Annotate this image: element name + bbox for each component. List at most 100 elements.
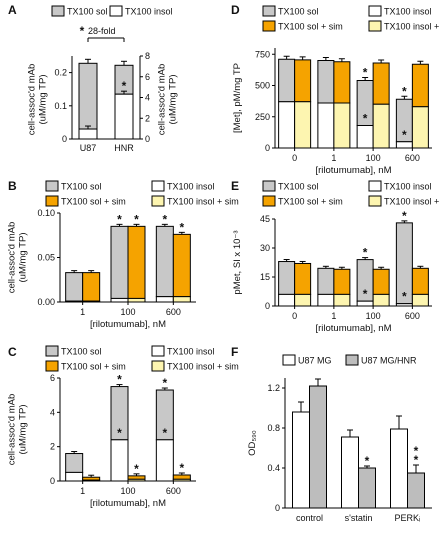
panel-a-xtick-label: HNR: [114, 143, 134, 153]
panel-a-star: *: [122, 79, 127, 93]
panel-c-xtick-label: 1: [80, 486, 85, 496]
panel-d-legend-sol-sim-swatch: [262, 20, 276, 32]
panel-e-bar-sim-sol: [333, 268, 351, 295]
panel-c-star-insol: *: [117, 426, 122, 440]
panel-b-star: *: [179, 220, 184, 234]
panel-e-star-insol: *: [363, 287, 368, 301]
panel-c-legend-sol-sim-label: TX100 sol + sim: [61, 362, 126, 372]
panel-e-bar-ctrl-sol: [317, 267, 335, 295]
panel-d-xtick-label: 0: [292, 153, 297, 163]
panel-b-bar-ctrl-sol: [110, 225, 129, 299]
panel-d-bar-sim-sol: [333, 61, 351, 104]
panel-d-star: *: [402, 84, 407, 98]
panel-a-bar-sol: [78, 62, 98, 130]
panel-e-ytick-label: 30: [260, 243, 270, 253]
panel-b-bar-sim-insol: [172, 296, 191, 303]
panel-d-bar-ctrl-insol: [317, 102, 335, 149]
panel-c-legend-insol-sim-swatch: [151, 360, 165, 372]
panel-a-y2tick-label: 0: [145, 134, 150, 144]
panel-c-ytick-label: 2: [50, 442, 55, 452]
panel-d-ylabel: [Met], pM/mg TP: [232, 63, 243, 133]
panel-a-legend-sol-label: TX100 sol: [67, 7, 108, 17]
panel-b-ytick-label: 0.05: [37, 253, 55, 263]
panel-c-bar-ctrl-insol: [65, 471, 84, 482]
panel-a-xtick-label: U87: [80, 143, 97, 153]
panel-d-bar-sim-insol: [333, 102, 351, 149]
panel-d-xtick-label: 100: [366, 153, 381, 163]
panel-e-bar-sim-insol: [333, 293, 351, 307]
panel-f-ylabel: OD₅₉₀: [247, 430, 258, 456]
panel-c-star: *: [162, 376, 167, 390]
panel-e-ylabel: pMet, SI x 10⁻³: [232, 230, 243, 294]
panel-e-xtick-label: 100: [366, 311, 381, 321]
panel-e-legend-sol-label: TX100 sol: [278, 182, 319, 192]
panel-e-legend-sol-swatch: [262, 180, 276, 192]
panel-e-bar-sim-sol: [372, 268, 390, 295]
panel-c-bar-sim-insol: [127, 478, 146, 482]
panel-f-star: *: [365, 454, 370, 468]
panel-e-bar-sim-sol: [411, 267, 429, 295]
panel-b-xtick-label: 100: [120, 307, 135, 317]
panel-b-legend-sol-sim-label: TX100 sol + sim: [61, 197, 126, 207]
panel-e-bar-ctrl-insol: [356, 300, 374, 307]
panel-c-xlabel: [rilotumumab], nM: [90, 498, 166, 509]
panel-c-star-insol: *: [162, 426, 167, 440]
panel-d-xtick-label: 1: [331, 153, 336, 163]
panel-e-label: E: [231, 179, 239, 193]
panel-d-bar-sim-insol: [372, 103, 390, 149]
panel-e-ytick-label: 0: [265, 301, 270, 311]
panel-c-ytick-label: 4: [50, 407, 55, 417]
panel-e-xlabel: [rilotumumab], nM: [315, 323, 391, 334]
panel-a-legend-insol-swatch: [109, 5, 123, 17]
panel-f-xtick-label: control: [296, 513, 323, 523]
panel-b-bar-ctrl-insol: [110, 297, 129, 303]
panel-b-legend-insol-label: TX100 insol: [167, 182, 215, 192]
panel-c-legend-sol-swatch: [45, 345, 59, 357]
panel-d-bar-ctrl-sol: [278, 58, 296, 103]
panel-a-bar-insol: [114, 93, 134, 140]
panel-f-legend-hnr-swatch: [345, 354, 359, 366]
panel-c-star: *: [179, 461, 184, 475]
panel-c-xtick-label: 600: [166, 486, 181, 496]
panel-c-label: C: [8, 345, 17, 359]
panel-f-bar-u87: [292, 411, 310, 509]
panel-f-xtick-label: PERKᵢ: [395, 513, 421, 523]
panel-b-label: B: [8, 179, 17, 193]
panel-d-bar-ctrl-sol: [317, 60, 335, 104]
panel-f-legend-u87-swatch: [282, 354, 296, 366]
panel-c-bar-sim-insol: [82, 479, 101, 482]
panel-b-xtick-label: 1: [80, 307, 85, 317]
panel-b-bar-sim-insol: [127, 297, 146, 303]
panel-e-xtick-label: 0: [292, 311, 297, 321]
panel-e-bar-sim-insol: [294, 293, 312, 307]
panel-b-ytick-label: 0.00: [37, 297, 55, 307]
panel-c-legend-insol-swatch: [151, 345, 165, 357]
panel-e-bar-ctrl-insol: [278, 293, 296, 307]
panel-d-ytick-label: 250: [255, 112, 270, 122]
panel-a-bar-insol: [78, 128, 98, 140]
panel-e-legend-sol-sim-label: TX100 sol + sim: [278, 197, 343, 207]
panel-e-star-insol: *: [402, 290, 407, 304]
panel-d-legend-sol-label: TX100 sol: [278, 7, 319, 17]
panel-f-ytick-label: 0.8: [267, 423, 280, 433]
panel-d-bar-ctrl-insol: [395, 141, 413, 149]
panel-c-ylabel: cell-assoc'd mAb(uM/mg TP): [7, 394, 29, 466]
panel-f-ytick-label: 0.4: [267, 463, 280, 473]
panel-e-legend-insol-sim-swatch: [368, 195, 382, 207]
panel-a-y2tick-label: 6: [145, 72, 150, 82]
panel-d-legend-sol-swatch: [262, 5, 276, 17]
panel-c-star: *: [117, 373, 122, 387]
panel-b-bar-sim-insol: [82, 300, 101, 303]
panel-b-legend-insol-sim-label: TX100 insol + sim: [167, 197, 239, 207]
panel-a-ytick-label: 0.2: [54, 68, 67, 78]
panel-a-ylabel: cell-assoc'd mAb(uM/mg TP): [27, 64, 49, 136]
panel-d-ytick-label: 0: [265, 143, 270, 153]
panel-f-label: F: [231, 345, 238, 359]
panel-f-bar-hnr: [358, 467, 376, 509]
panel-a-ytick-label: 0: [62, 134, 67, 144]
panel-c-legend-sol-sim-swatch: [45, 360, 59, 372]
panel-d-bar-sim-sol: [411, 63, 429, 108]
panel-f-bar-u87: [390, 428, 408, 509]
panel-c-bar-ctrl-insol: [110, 439, 129, 482]
